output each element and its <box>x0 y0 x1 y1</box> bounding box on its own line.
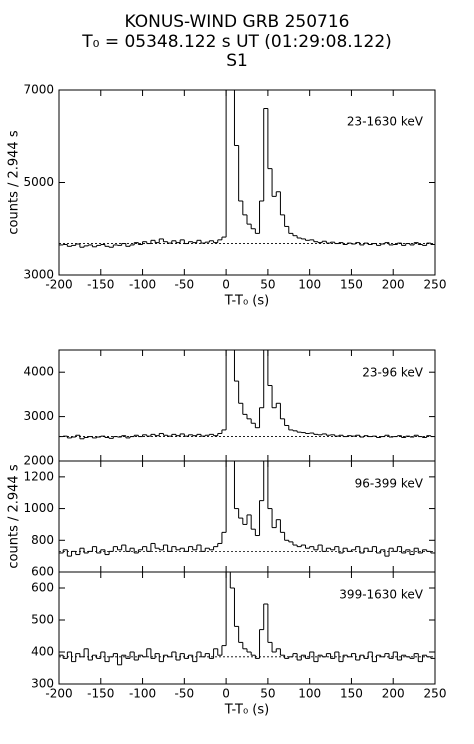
energy-band-label: 96-399 keV <box>355 477 424 491</box>
x-tick-label: -100 <box>129 278 156 292</box>
y-tick-label: 300 <box>31 677 54 691</box>
plot-area <box>59 461 435 557</box>
x-tick-label: 50 <box>260 278 275 292</box>
y-tick-label: 1000 <box>23 501 54 515</box>
y-tick-label: 500 <box>31 613 54 627</box>
energy-band-label: 23-96 keV <box>362 366 424 380</box>
y-axis-label: counts / 2.944 s <box>7 130 22 234</box>
x-tick-label: 200 <box>382 687 405 701</box>
energy-band-label: 399-1630 keV <box>339 588 423 602</box>
x-tick-label: 150 <box>340 687 363 701</box>
y-tick-label: 600 <box>31 581 54 595</box>
x-tick-label: 150 <box>340 278 363 292</box>
y-tick-label: 1200 <box>23 469 54 483</box>
plot-area <box>59 350 435 440</box>
x-tick-label: -50 <box>175 278 195 292</box>
y-tick-label: 5000 <box>23 175 54 189</box>
y-tick-label: 7000 <box>23 83 54 97</box>
x-tick-label: 200 <box>382 278 405 292</box>
title-line: KONUS-WIND GRB 250716 <box>125 12 350 32</box>
axes-frame <box>58 571 436 685</box>
step-connector <box>62 572 432 665</box>
plot-area <box>59 572 435 666</box>
y-axis-label: counts / 2.944 s <box>7 464 22 568</box>
x-tick-label: 250 <box>424 278 447 292</box>
step-connector <box>62 350 432 439</box>
y-tick-label: 4000 <box>23 365 54 379</box>
plot-area <box>59 90 435 248</box>
x-tick-label: 0 <box>222 278 230 292</box>
y-tick-label: 600 <box>31 565 54 579</box>
x-tick-label: -50 <box>175 687 195 701</box>
y-tick-label: 2000 <box>23 454 54 468</box>
x-tick-label: -100 <box>129 687 156 701</box>
x-tick-label: -200 <box>45 278 72 292</box>
y-tick-label: 400 <box>31 645 54 659</box>
x-tick-label: 250 <box>424 687 447 701</box>
step-connector <box>62 90 432 248</box>
x-tick-label: 50 <box>260 687 275 701</box>
x-tick-label: 100 <box>298 687 321 701</box>
energy-band-label: 23-1630 keV <box>347 115 424 129</box>
y-tick-label: 3000 <box>23 268 54 282</box>
x-tick-label: -200 <box>45 687 72 701</box>
step-connector <box>62 461 432 557</box>
title-line: S1 <box>226 51 248 71</box>
y-tick-label: 3000 <box>23 409 54 423</box>
x-tick-label: 100 <box>298 278 321 292</box>
x-axis-label: T-T₀ (s) <box>224 703 269 718</box>
x-tick-label: -150 <box>87 687 114 701</box>
title-line: T₀ = 05348.122 s UT (01:29:08.122) <box>81 32 392 52</box>
y-tick-label: 800 <box>31 533 54 547</box>
x-axis-label: T-T₀ (s) <box>224 294 269 309</box>
x-tick-label: -150 <box>87 278 114 292</box>
x-tick-label: 0 <box>222 687 230 701</box>
